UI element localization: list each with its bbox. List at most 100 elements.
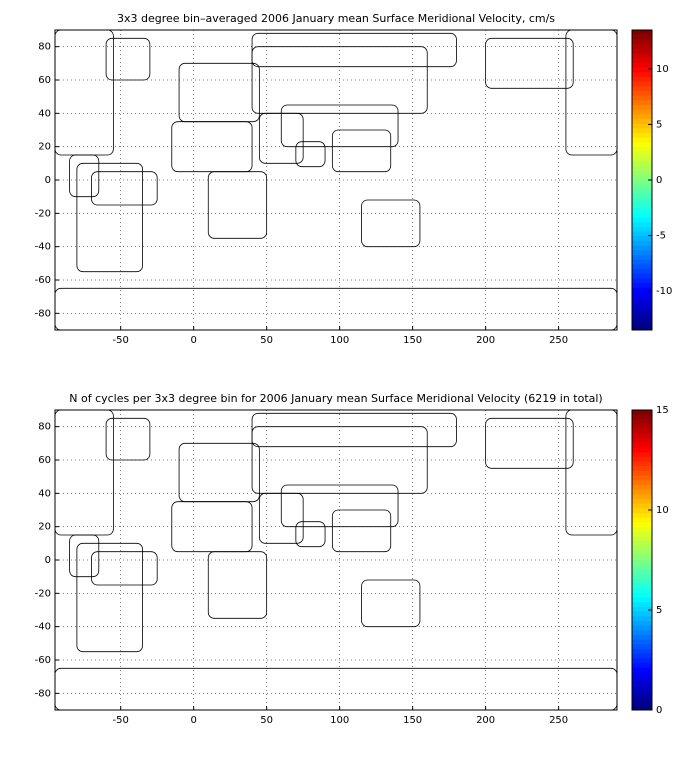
coastline-shape	[251, 32, 457, 68]
colorbar-band	[632, 264, 652, 270]
colorbar-band	[632, 306, 652, 312]
coastline-shape	[295, 141, 326, 168]
colorbar-band	[632, 48, 652, 54]
colorbar-band	[632, 644, 652, 650]
x-tick-label: 200	[476, 715, 495, 726]
x-tick-label: 250	[549, 715, 568, 726]
colorbar-band	[632, 226, 652, 233]
coastline-shape	[54, 287, 618, 331]
colorbar-band	[632, 583, 652, 589]
colorbar-band	[632, 311, 652, 317]
colorbar-band	[632, 700, 652, 706]
colorbar-tick-label: 10	[656, 64, 669, 75]
colorbar-band	[632, 414, 652, 420]
colorbar-tick-label: -10	[656, 286, 672, 297]
coastline-shape	[485, 37, 574, 89]
y-tick-label: 80	[38, 422, 51, 433]
chart-title: 3x3 degree bin–averaged 2006 January mea…	[117, 12, 555, 25]
colorbar-band	[632, 212, 652, 218]
colorbar-band	[632, 100, 652, 106]
colorbar-band	[632, 236, 652, 242]
colorbar-band	[632, 447, 652, 453]
colorbar-band	[632, 470, 652, 477]
colorbar-band	[632, 81, 652, 87]
y-tick-label: 20	[38, 522, 51, 533]
colorbar-band	[632, 184, 652, 190]
colorbar-band	[632, 217, 652, 223]
coastline-shape	[69, 154, 100, 198]
colorbar-band	[632, 283, 652, 289]
colorbar-band	[632, 564, 652, 570]
colorbar-band	[632, 536, 652, 542]
colorbar-band	[632, 123, 652, 129]
colorbar-band	[632, 555, 652, 561]
colorbar-tick-label: 5	[656, 119, 662, 130]
colorbar-band	[632, 691, 652, 697]
coastline-shape	[54, 29, 114, 156]
colorbar-band	[632, 86, 652, 92]
colorbar-band	[632, 527, 652, 533]
colorbar-band	[632, 480, 652, 486]
colorbar-band	[632, 461, 652, 467]
x-tick-label: 100	[330, 335, 349, 346]
colorbar-band	[632, 456, 652, 463]
colorbar-band	[632, 151, 652, 158]
y-tick-label: -20	[35, 208, 51, 219]
colorbar-band	[632, 611, 652, 617]
y-tick-label: -60	[35, 275, 51, 286]
y-tick-label: -20	[35, 588, 51, 599]
colorbar-band	[632, 315, 652, 322]
coastline-shape	[361, 579, 421, 628]
coastline-shape	[207, 171, 268, 239]
colorbar-band	[632, 695, 652, 702]
colorbar-band	[632, 597, 652, 603]
colorbar-band	[632, 231, 652, 237]
x-tick-label: -50	[113, 715, 129, 726]
colorbar-band	[632, 325, 652, 331]
coastline-shape	[91, 551, 158, 586]
colorbar-band	[632, 428, 652, 434]
colorbar-band	[632, 667, 652, 673]
colorbar-band	[632, 508, 652, 514]
colorbar-band	[632, 639, 652, 645]
colorbar-band	[632, 658, 652, 664]
colorbar-band	[632, 165, 652, 172]
colorbar-tick-label: 15	[656, 405, 669, 416]
y-tick-label: 20	[38, 142, 51, 153]
coastline-shape	[331, 509, 392, 553]
colorbar-band	[632, 677, 652, 683]
colorbar-band	[632, 142, 652, 148]
colorbar-band	[632, 410, 652, 416]
colorbar-band	[632, 269, 652, 275]
colorbar-band	[632, 273, 652, 279]
colorbar-band	[632, 147, 652, 153]
y-tick-label: 80	[38, 42, 51, 53]
colorbar-tick-label: 10	[656, 505, 669, 516]
colorbar-band	[632, 287, 652, 293]
colorbar: 10 5 0 -5 -10	[631, 29, 672, 331]
coastline-shape	[251, 412, 457, 448]
colorbar-band	[632, 259, 652, 265]
colorbar-band	[632, 503, 652, 509]
x-tick-label: 0	[190, 715, 196, 726]
colorbar-band	[632, 198, 652, 204]
coastline-shape	[280, 484, 399, 528]
coastline-shape	[105, 417, 151, 461]
colorbar-band	[632, 681, 652, 688]
x-tick-label: 200	[476, 335, 495, 346]
colorbar-band	[632, 630, 652, 636]
y-tick-label: 60	[38, 455, 51, 466]
coastline-shape	[331, 129, 392, 173]
colorbar-band	[632, 592, 652, 598]
colorbar-band	[632, 452, 652, 458]
colorbar-tick-label: -5	[656, 231, 666, 242]
colorbar-band	[632, 517, 652, 523]
grid-lines	[55, 410, 617, 710]
colorbar-band	[632, 137, 652, 143]
colorbar-band	[632, 522, 652, 528]
colorbar-band	[632, 545, 652, 552]
colorbar-band	[632, 58, 652, 64]
chart-title: N of cycles per 3x3 degree bin for 2006 …	[69, 392, 602, 405]
colorbar-band	[632, 419, 652, 425]
